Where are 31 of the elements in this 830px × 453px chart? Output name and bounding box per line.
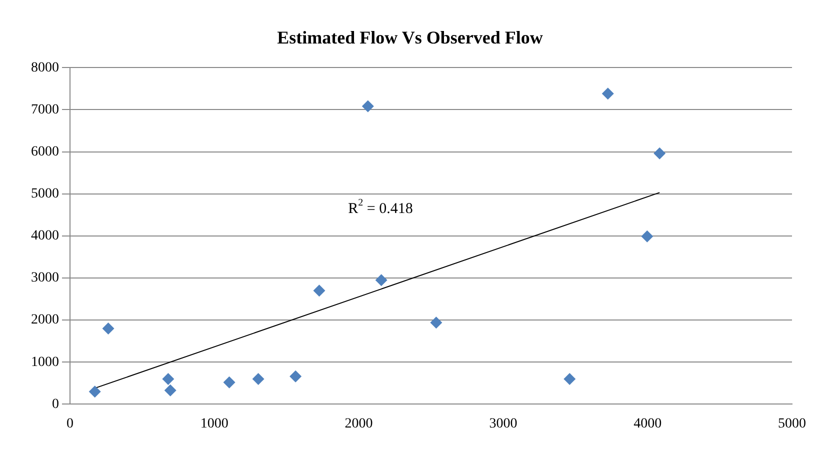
point — [362, 100, 374, 112]
point — [313, 284, 326, 297]
point — [252, 372, 264, 385]
point — [564, 372, 576, 385]
y-tick-label: 0 — [52, 396, 59, 412]
y-tick-label: 5000 — [31, 186, 59, 202]
chart-title: Estimated Flow Vs Observed Flow — [277, 27, 543, 48]
x-tick-label: 1000 — [200, 416, 228, 432]
point — [430, 316, 442, 329]
y-tick-label: 6000 — [31, 144, 59, 160]
point — [654, 147, 666, 160]
y-tick-label: 7000 — [31, 102, 59, 118]
point — [164, 384, 176, 396]
y-tick-label: 3000 — [31, 270, 59, 286]
y-tick-label: 8000 — [31, 60, 59, 76]
x-tick-label: 3000 — [489, 416, 518, 432]
point — [102, 322, 114, 334]
point — [290, 370, 302, 382]
y-tick-label: 4000 — [31, 228, 59, 244]
point — [88, 386, 101, 398]
x-tick-label: 5000 — [778, 416, 806, 432]
x-tick-label: 0 — [66, 416, 74, 432]
y-tick-label: 1000 — [31, 354, 59, 370]
point — [162, 372, 174, 385]
y-tick-label: 2000 — [31, 312, 59, 328]
point — [223, 376, 236, 388]
point — [602, 88, 614, 100]
x-tick-label: 4000 — [634, 416, 662, 432]
point — [641, 230, 654, 242]
point — [375, 274, 388, 286]
x-tick-label: 2000 — [344, 416, 373, 432]
